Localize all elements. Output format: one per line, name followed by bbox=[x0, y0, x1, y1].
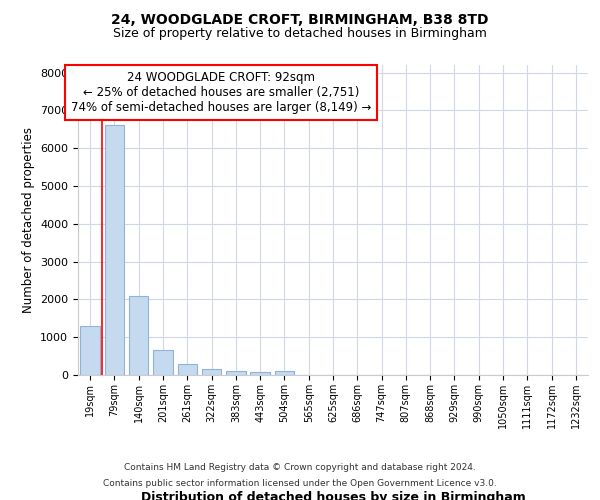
Bar bbox=[226, 372, 245, 375]
Y-axis label: Number of detached properties: Number of detached properties bbox=[22, 127, 35, 313]
Text: Contains public sector information licensed under the Open Government Licence v3: Contains public sector information licen… bbox=[103, 478, 497, 488]
X-axis label: Distribution of detached houses by size in Birmingham: Distribution of detached houses by size … bbox=[140, 490, 526, 500]
Bar bbox=[105, 126, 124, 375]
Text: 24, WOODGLADE CROFT, BIRMINGHAM, B38 8TD: 24, WOODGLADE CROFT, BIRMINGHAM, B38 8TD bbox=[111, 12, 489, 26]
Bar bbox=[202, 370, 221, 375]
Bar bbox=[153, 350, 173, 375]
Bar bbox=[250, 372, 270, 375]
Bar bbox=[80, 326, 100, 375]
Text: Size of property relative to detached houses in Birmingham: Size of property relative to detached ho… bbox=[113, 28, 487, 40]
Bar bbox=[129, 296, 148, 375]
Bar bbox=[275, 371, 294, 375]
Text: Contains HM Land Registry data © Crown copyright and database right 2024.: Contains HM Land Registry data © Crown c… bbox=[124, 464, 476, 472]
Text: 24 WOODGLADE CROFT: 92sqm
← 25% of detached houses are smaller (2,751)
74% of se: 24 WOODGLADE CROFT: 92sqm ← 25% of detac… bbox=[71, 71, 371, 114]
Bar bbox=[178, 364, 197, 375]
